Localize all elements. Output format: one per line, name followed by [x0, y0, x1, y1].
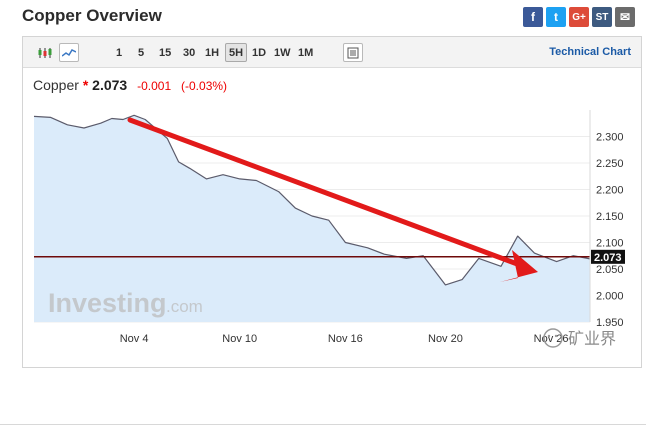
- chart-settings-icon[interactable]: [343, 43, 363, 62]
- x-tick-label: Nov 16: [328, 333, 363, 345]
- y-tick-label: 2.200: [596, 185, 624, 197]
- timeframe-1[interactable]: 1: [116, 46, 123, 59]
- price-area: [34, 115, 590, 322]
- timeframe-30[interactable]: 30: [183, 46, 196, 59]
- chart-toolbar: 1 5 15 30 1H 5H 1D 1W 1M Technical Chart: [23, 37, 641, 68]
- timeframe-15[interactable]: 15: [159, 46, 172, 59]
- y-tick-label: 2.000: [596, 291, 624, 303]
- price-change-pct: (-0.03%): [181, 79, 228, 93]
- google-plus-icon[interactable]: G+: [569, 7, 589, 27]
- price-line: [33, 114, 591, 286]
- x-tick-label: Nov 4: [120, 333, 149, 345]
- y-tick-label: 2.300: [596, 132, 624, 144]
- y-tick-label: 2.250: [596, 158, 624, 170]
- twitter-icon[interactable]: t: [546, 7, 566, 27]
- wechat-icon-eye-right: [554, 334, 558, 338]
- share-bar: f t G+ ST ✉: [523, 7, 635, 27]
- investing-watermark: Investing: [48, 288, 167, 318]
- divider: [0, 424, 646, 425]
- price-change: -0.001: [137, 79, 172, 93]
- email-icon[interactable]: ✉: [615, 7, 635, 27]
- overlay-watermark-text: 矿业界: [568, 329, 616, 348]
- stocktwits-icon[interactable]: ST: [592, 7, 612, 27]
- quote-line: Copper * 2.073 -0.001 (-0.03%): [33, 77, 227, 93]
- x-tick-label: Nov 10: [222, 333, 257, 345]
- y-tick-label: 2.100: [596, 238, 624, 250]
- timeframe-1m[interactable]: 1M: [298, 46, 314, 59]
- x-tick-label: Nov 20: [428, 333, 463, 345]
- current-price-label: 2.073: [594, 252, 622, 264]
- timeframe-5[interactable]: 5: [138, 46, 145, 59]
- investing-watermark-suffix: .com: [166, 297, 203, 316]
- y-tick-label: 1.950: [596, 317, 624, 329]
- current-price-tag: [591, 249, 625, 264]
- timeframe-1h[interactable]: 1H: [205, 46, 220, 59]
- line-chart-icon[interactable]: [59, 43, 79, 62]
- last-price: 2.073: [92, 77, 128, 93]
- technical-chart-link[interactable]: Technical Chart: [549, 46, 631, 58]
- wechat-icon: [543, 328, 563, 348]
- instrument-name: Copper: [33, 77, 79, 93]
- timeframe-1d[interactable]: 1D: [252, 46, 267, 59]
- candlestick-icon[interactable]: [35, 43, 55, 62]
- timeframe-5h[interactable]: 5H: [225, 43, 248, 62]
- y-tick-label: 2.050: [596, 264, 624, 276]
- star-marker: *: [82, 77, 89, 93]
- trend-arrow-head: [500, 250, 538, 282]
- wechat-icon-eye-left: [547, 334, 551, 338]
- trend-arrow-shaft: [127, 117, 531, 271]
- facebook-icon[interactable]: f: [523, 7, 543, 27]
- page-title: Copper Overview: [22, 6, 162, 25]
- x-tick-label: Nov 26: [534, 333, 569, 345]
- timeframe-1w[interactable]: 1W: [274, 46, 291, 59]
- y-tick-label: 2.150: [596, 211, 624, 223]
